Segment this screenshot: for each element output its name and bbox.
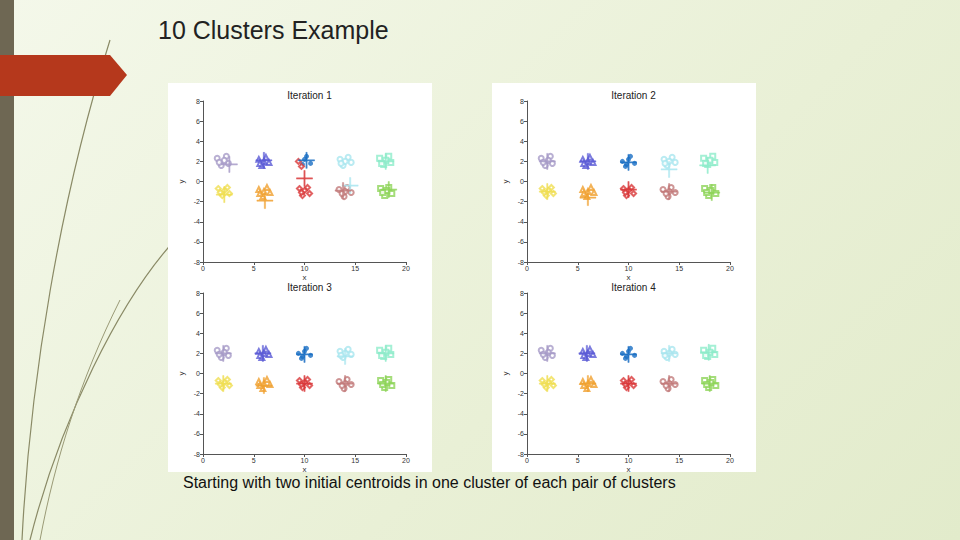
svg-text:y: y xyxy=(177,372,186,376)
svg-text:0: 0 xyxy=(201,457,205,464)
svg-text:6: 6 xyxy=(196,118,200,125)
svg-text:15: 15 xyxy=(351,457,359,464)
svg-text:Iteration 2: Iteration 2 xyxy=(611,90,656,101)
svg-text:4: 4 xyxy=(520,330,524,337)
svg-text:-6: -6 xyxy=(518,430,524,437)
svg-text:10: 10 xyxy=(625,457,633,464)
svg-text:-6: -6 xyxy=(194,430,200,437)
svg-text:10: 10 xyxy=(301,265,309,272)
svg-text:0: 0 xyxy=(196,370,200,377)
svg-text:5: 5 xyxy=(576,265,580,272)
svg-text:-4: -4 xyxy=(194,218,200,225)
svg-text:6: 6 xyxy=(196,310,200,317)
svg-text:2: 2 xyxy=(196,350,200,357)
svg-text:2: 2 xyxy=(520,350,524,357)
svg-text:8: 8 xyxy=(520,290,524,297)
svg-text:y: y xyxy=(177,180,186,184)
svg-text:5: 5 xyxy=(252,265,256,272)
svg-text:20: 20 xyxy=(402,457,410,464)
svg-text:10: 10 xyxy=(625,265,633,272)
svg-text:-2: -2 xyxy=(518,390,524,397)
svg-text:2: 2 xyxy=(196,158,200,165)
svg-text:0: 0 xyxy=(201,265,205,272)
html-text:Starting with two initial cent: Starting with two initial centroids in o… xyxy=(183,474,676,491)
svg-text:-8: -8 xyxy=(194,259,200,266)
svg-text:0: 0 xyxy=(525,265,529,272)
svg-text:6: 6 xyxy=(520,118,524,125)
svg-text:20: 20 xyxy=(402,265,410,272)
svg-text:-2: -2 xyxy=(194,390,200,397)
svg-text:0: 0 xyxy=(520,370,524,377)
svg-text:x: x xyxy=(303,465,307,474)
svg-text:-2: -2 xyxy=(194,198,200,205)
svg-text:-8: -8 xyxy=(518,451,524,458)
svg-text:-4: -4 xyxy=(518,218,524,225)
svg-text:Iteration 1: Iteration 1 xyxy=(287,90,332,101)
svg-text:4: 4 xyxy=(196,330,200,337)
svg-text:x: x xyxy=(303,273,307,282)
svg-text:x: x xyxy=(627,273,631,282)
svg-text:15: 15 xyxy=(675,457,683,464)
svg-text:8: 8 xyxy=(196,98,200,105)
svg-text:-4: -4 xyxy=(518,410,524,417)
svg-text:-6: -6 xyxy=(518,238,524,245)
svg-text:20: 20 xyxy=(726,457,734,464)
svg-text:8: 8 xyxy=(520,98,524,105)
svg-text:y: y xyxy=(501,180,510,184)
svg-text:Iteration 4: Iteration 4 xyxy=(611,282,656,293)
svg-text:15: 15 xyxy=(351,265,359,272)
svg-text:2: 2 xyxy=(520,158,524,165)
svg-text:8: 8 xyxy=(196,290,200,297)
svg-text:-4: -4 xyxy=(194,410,200,417)
svg-text:0: 0 xyxy=(520,178,524,185)
svg-text:Iteration 3: Iteration 3 xyxy=(287,282,332,293)
svg-text:15: 15 xyxy=(675,265,683,272)
svg-text:0: 0 xyxy=(525,457,529,464)
svg-text:-8: -8 xyxy=(518,259,524,266)
svg-text:0: 0 xyxy=(196,178,200,185)
svg-text:-8: -8 xyxy=(194,451,200,458)
svg-text:6: 6 xyxy=(520,310,524,317)
svg-text:5: 5 xyxy=(252,457,256,464)
svg-text:y: y xyxy=(501,372,510,376)
html-text:10 Clusters Example: 10 Clusters Example xyxy=(158,16,389,44)
svg-text:5: 5 xyxy=(576,457,580,464)
svg-text:-6: -6 xyxy=(194,238,200,245)
svg-text:4: 4 xyxy=(196,138,200,145)
svg-text:-2: -2 xyxy=(518,198,524,205)
svg-text:10: 10 xyxy=(301,457,309,464)
svg-text:x: x xyxy=(627,465,631,474)
svg-text:4: 4 xyxy=(520,138,524,145)
svg-text:20: 20 xyxy=(726,265,734,272)
